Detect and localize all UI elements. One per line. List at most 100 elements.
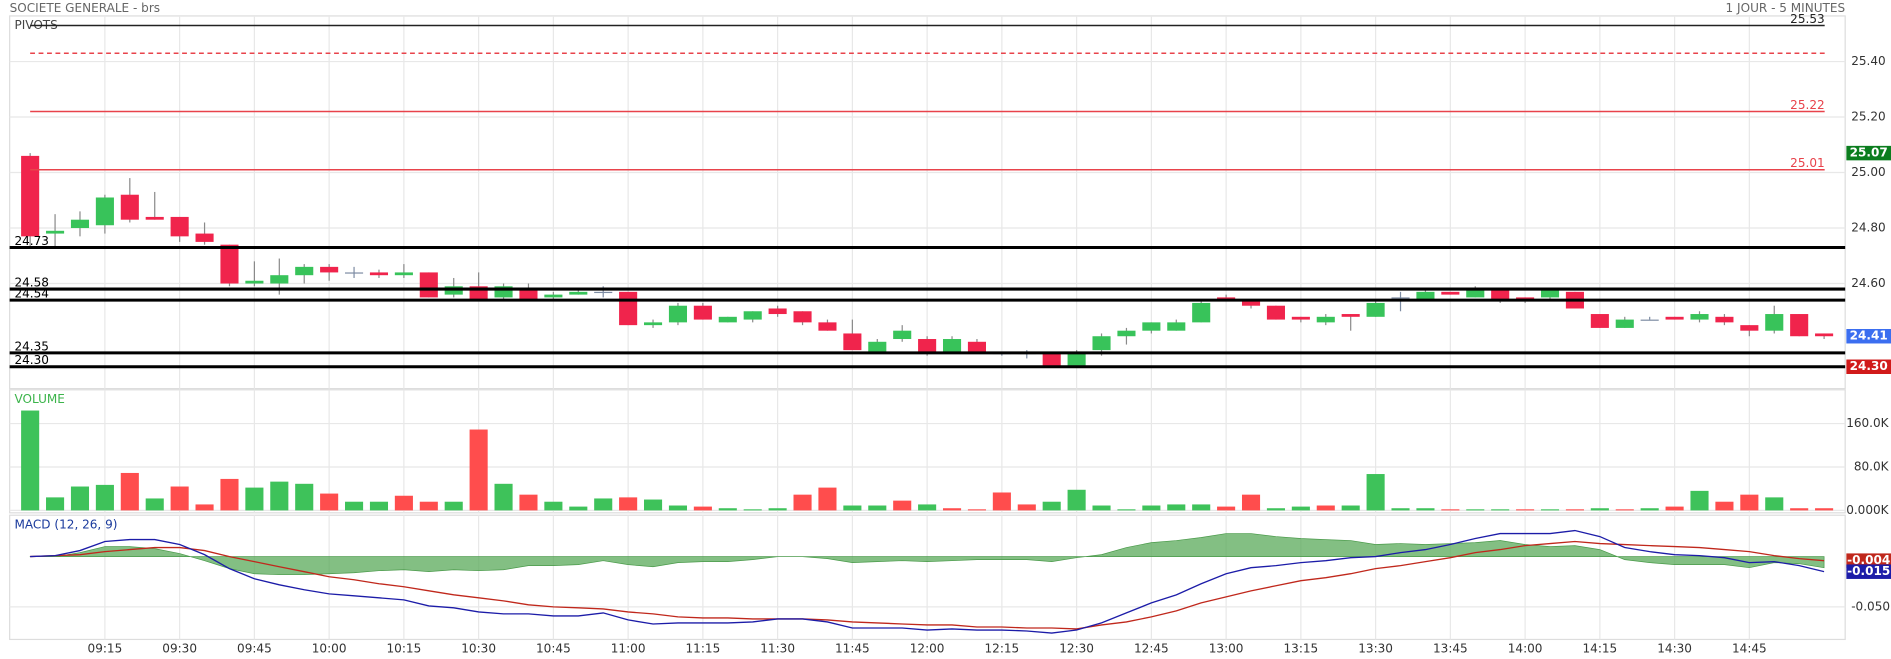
candle-body [1790, 314, 1809, 337]
x-tick-label: 10:15 [387, 642, 422, 656]
volume-bar [195, 504, 214, 511]
candle-body [21, 155, 40, 237]
volume-bar [1416, 508, 1435, 511]
y-tick-label: 25.20 [1851, 110, 1886, 124]
value-badge [1846, 564, 1891, 579]
candle-body [1466, 289, 1485, 298]
y-tick-label: 25.00 [1851, 165, 1886, 179]
candle-body [1491, 289, 1510, 301]
volume-bar [992, 492, 1011, 511]
volume-bar [1540, 509, 1560, 511]
volume-bar [768, 508, 787, 511]
volume-bar [893, 500, 912, 511]
volume-bar [569, 506, 588, 511]
value-badge [1846, 553, 1891, 568]
candle-body [270, 275, 289, 284]
volume-bar [644, 499, 663, 511]
candle-body [1740, 325, 1759, 331]
candle-body [394, 272, 413, 276]
candle-body [1665, 316, 1684, 320]
pivot-label: 24.35 [14, 339, 49, 353]
candle-body [718, 316, 737, 323]
x-tick-label: 12:15 [985, 642, 1020, 656]
volume-bar [918, 504, 937, 511]
candle-body [195, 233, 214, 242]
x-tick-label: 09:15 [88, 642, 123, 656]
price-badge [1846, 359, 1891, 374]
x-tick-label: 13:30 [1358, 642, 1393, 656]
volume-bar [718, 508, 737, 511]
volume-bar [544, 501, 563, 511]
volume-bar [21, 410, 40, 511]
candle-body [46, 230, 65, 234]
x-tick-label: 12:45 [1134, 642, 1169, 656]
pivot-label: 25.53 [1790, 12, 1825, 26]
candle-body [1067, 352, 1086, 367]
pivot-label: 24.30 [14, 353, 49, 367]
candle-body [1765, 314, 1784, 331]
volume-bar [1765, 497, 1784, 511]
candle-body [569, 291, 588, 295]
candle-body [544, 294, 563, 298]
candle-body [320, 266, 339, 273]
volume-bar [469, 429, 488, 511]
volume-bar [1690, 490, 1709, 511]
candle-body [868, 341, 887, 353]
volume-bar [594, 498, 613, 511]
x-tick-label: 14:00 [1508, 642, 1543, 656]
y-tick-label: 0.000K [1846, 503, 1889, 517]
volume-bar [1117, 509, 1136, 511]
x-tick-label: 11:30 [760, 642, 795, 656]
volume-bar [1217, 506, 1236, 511]
volume-bar [793, 494, 812, 511]
candle-body [120, 194, 139, 220]
volume-bar [693, 506, 712, 511]
candle-body [519, 289, 538, 301]
timeframe: 1 JOUR - 5 MINUTES [1726, 1, 1846, 15]
candle-body [1441, 291, 1460, 295]
x-tick-label: 11:00 [611, 642, 646, 656]
candle-body [818, 322, 837, 331]
candle-body [1391, 297, 1410, 299]
x-tick-label: 12:30 [1059, 642, 1094, 656]
volume-bar [619, 497, 638, 511]
volume-bar [220, 478, 239, 511]
candle-body [369, 272, 389, 276]
candle-body [942, 339, 962, 353]
candle-body [1117, 330, 1136, 337]
value-badge-label: -0.015 [1847, 564, 1890, 578]
panel-title: VOLUME [14, 392, 64, 406]
candle-body [170, 216, 189, 237]
volume-bar [668, 505, 688, 511]
candle-body [220, 244, 239, 284]
candle-body [743, 311, 762, 320]
pivot-label: 24.54 [14, 287, 49, 301]
candle-body [245, 280, 264, 284]
volume-bar [444, 501, 463, 511]
x-tick-label: 13:45 [1433, 642, 1468, 656]
candle-body [1341, 314, 1360, 317]
volume-bar [1441, 509, 1460, 511]
candle-body [1366, 302, 1385, 317]
volume-bar [1042, 501, 1061, 511]
candle-body [345, 272, 364, 274]
volume-bar [1391, 508, 1410, 511]
volume-bar [519, 494, 538, 511]
volume-bar [1715, 501, 1734, 511]
volume-bar [743, 509, 762, 511]
candle-body [494, 286, 513, 298]
candle-body [893, 330, 912, 340]
x-tick-label: 11:15 [686, 642, 721, 656]
volume-bar [270, 481, 289, 511]
macd-line [30, 529, 1825, 634]
volume-bar [369, 501, 389, 511]
volume-bar [1590, 508, 1609, 511]
candle-body [295, 266, 314, 276]
y-tick-label: 80.0K [1854, 459, 1890, 473]
volume-bar [1491, 509, 1510, 511]
price-badge-label: 24.41 [1850, 329, 1888, 343]
candle-body [145, 216, 164, 220]
price-badge [1846, 145, 1891, 161]
